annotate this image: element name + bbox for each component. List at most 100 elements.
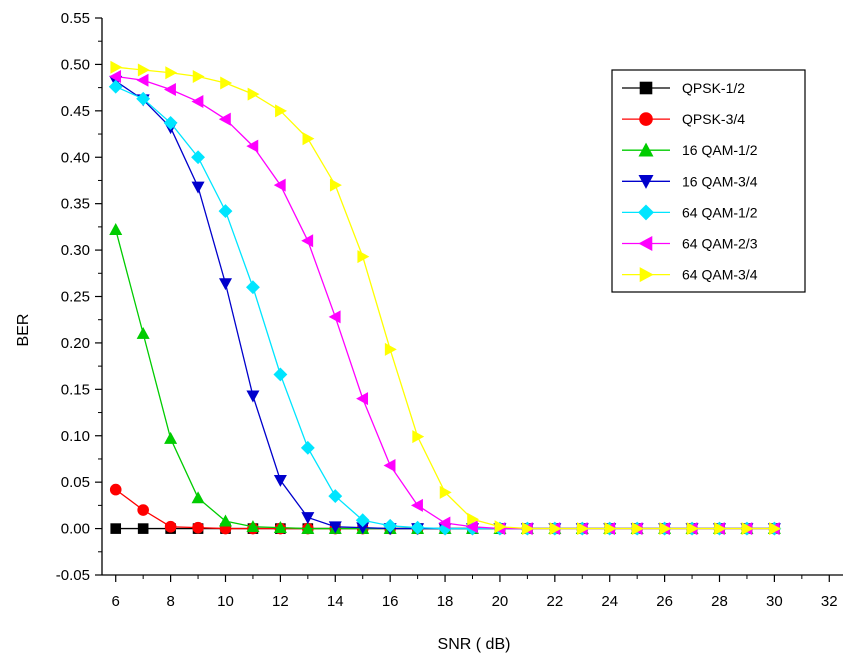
- legend-label: 64 QAM-2/3: [682, 236, 758, 252]
- data-point: [246, 520, 260, 533]
- data-point: [191, 491, 205, 504]
- y-tick-label: 0.15: [61, 381, 90, 398]
- x-tick-label: 26: [656, 593, 673, 610]
- data-point: [494, 520, 507, 534]
- y-tick-label: -0.05: [56, 567, 90, 584]
- x-tick-label: 24: [601, 593, 618, 610]
- y-tick-label: 0.05: [61, 474, 90, 491]
- data-point: [410, 498, 423, 512]
- data-point: [329, 178, 342, 192]
- data-point: [218, 278, 233, 291]
- data-point: [220, 76, 233, 90]
- series-layer: [108, 60, 782, 536]
- data-point: [275, 104, 288, 118]
- data-point: [356, 392, 369, 406]
- data-point: [301, 234, 314, 248]
- data-point: [163, 115, 178, 130]
- data-point: [302, 132, 315, 146]
- data-point: [328, 521, 342, 534]
- series-64-qam-3-4: [110, 60, 782, 536]
- data-point: [357, 250, 370, 264]
- data-point: [191, 150, 205, 165]
- x-tick-label: 8: [166, 593, 174, 610]
- data-point: [108, 79, 123, 94]
- x-tick-label: 32: [821, 593, 838, 610]
- data-point: [576, 522, 589, 536]
- data-point: [383, 518, 398, 533]
- data-point: [137, 504, 149, 516]
- y-tick-label: 0.45: [61, 103, 90, 120]
- x-tick-label: 16: [382, 593, 399, 610]
- data-point: [109, 483, 122, 496]
- data-point: [218, 514, 233, 527]
- y-tick-label: 0.25: [61, 289, 90, 306]
- data-point: [137, 63, 150, 77]
- legend-marker: [639, 112, 653, 126]
- data-point: [164, 431, 178, 444]
- x-tick-label: 6: [112, 593, 120, 610]
- x-tick-label: 28: [711, 593, 728, 610]
- data-point: [191, 181, 205, 194]
- x-tick-label: 14: [327, 593, 344, 610]
- x-tick-label: 10: [217, 593, 234, 610]
- data-point: [165, 66, 178, 80]
- data-point: [246, 280, 260, 295]
- axes: -0.05 0.00 0.05 0.10 0.15 0.20 0.25 0.30 0.35 0.4…: [56, 10, 843, 610]
- x-tick-label: 18: [437, 593, 454, 610]
- data-point: [164, 520, 177, 533]
- data-point: [549, 522, 562, 536]
- data-point: [136, 91, 151, 106]
- y-tick-label: 0.55: [61, 10, 90, 27]
- y-tick-label: 0.20: [61, 335, 90, 352]
- data-point: [355, 513, 370, 528]
- data-point: [769, 522, 782, 536]
- legend-label: 64 QAM-3/4: [682, 267, 758, 283]
- legend-label: 64 QAM-1/2: [682, 204, 758, 220]
- x-tick-label: 22: [546, 593, 563, 610]
- data-point: [218, 204, 233, 219]
- data-point: [328, 310, 341, 324]
- legend: QPSK-1/2 QPSK-3/4 16 QAM-1/2 16 QAM-3/4 64 Q…: [611, 69, 806, 293]
- data-point: [604, 522, 617, 536]
- data-point: [412, 430, 425, 444]
- data-point: [109, 223, 123, 235]
- data-point: [465, 520, 478, 534]
- x-tick-label: 12: [272, 593, 289, 610]
- data-point: [383, 458, 396, 472]
- data-point: [273, 475, 287, 487]
- x-axis-title: SNR ( dB): [438, 636, 511, 653]
- data-point: [714, 522, 727, 536]
- x-tick-label: 30: [766, 593, 783, 610]
- data-point: [218, 112, 231, 126]
- data-point: [467, 512, 480, 526]
- legend-marker: [639, 81, 653, 95]
- data-point: [328, 489, 343, 504]
- y-tick-label: 0.50: [61, 56, 90, 73]
- data-point: [273, 367, 288, 382]
- legend-marker: [638, 235, 653, 252]
- legend-label: QPSK-3/4: [682, 111, 745, 127]
- data-point: [136, 327, 150, 339]
- y-tick-label: 0.00: [61, 521, 90, 538]
- data-point: [686, 522, 699, 536]
- y-tick-label: 0.10: [61, 428, 90, 445]
- y-tick-label: 0.30: [61, 242, 90, 259]
- legend-marker: [638, 175, 654, 189]
- data-point: [300, 440, 315, 455]
- data-point: [301, 512, 315, 525]
- y-tick-label: 0.40: [61, 149, 90, 166]
- data-point: [247, 87, 260, 101]
- legend-marker: [638, 204, 654, 221]
- y-tick-label: 0.35: [61, 196, 90, 213]
- data-point: [741, 522, 754, 536]
- y-axis-title: BER: [15, 314, 32, 347]
- data-point: [192, 521, 204, 534]
- legend-label: 16 QAM-3/4: [682, 173, 758, 189]
- data-point: [110, 523, 122, 534]
- data-point: [438, 516, 451, 530]
- data-point: [301, 521, 315, 534]
- legend-label: QPSK-1/2: [682, 80, 745, 96]
- data-point: [246, 390, 260, 403]
- data-point: [110, 60, 123, 74]
- data-point: [137, 523, 149, 534]
